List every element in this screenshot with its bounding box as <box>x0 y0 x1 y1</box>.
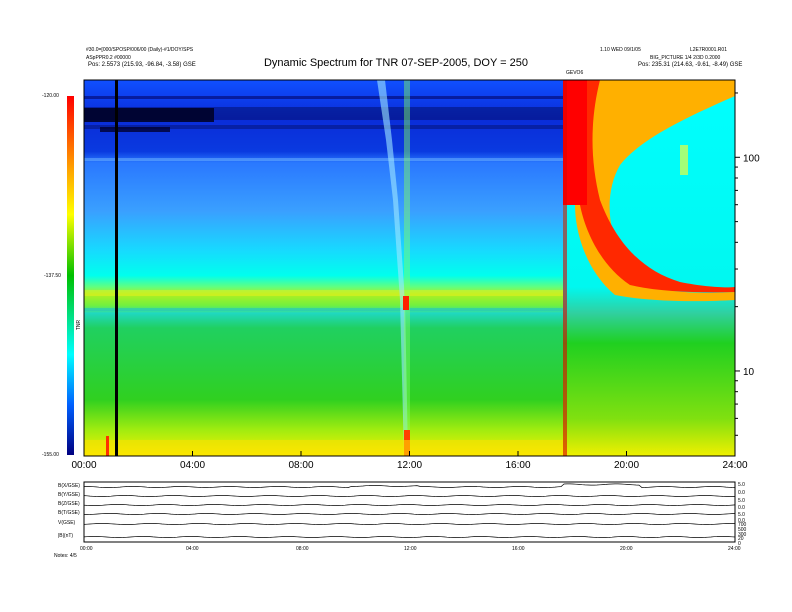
x-tick-label: 24:00 <box>722 460 747 471</box>
mag-trace <box>83 536 736 538</box>
y-axis-right: 100 10 <box>735 92 760 436</box>
mag-x-label: 08:00 <box>296 546 309 552</box>
mag-right-label: 0.0 <box>738 505 745 511</box>
mag-x-label: 24:00 <box>728 546 741 552</box>
x-axis: 00:00 04:00 08:00 12:00 16:00 20:00 24:00 <box>71 451 748 471</box>
mag-row-label: B(Z/GSE) <box>58 501 80 507</box>
mag-row-label: B(Y/GSE) <box>58 492 80 498</box>
mag-x-label: 00:00 <box>80 546 93 552</box>
header-info-right-3: BIG_PICTURE 1/4 2/3D 0.2000 <box>650 55 721 61</box>
mag-trace <box>84 483 736 488</box>
x-tick-label: 20:00 <box>614 460 639 471</box>
mag-right-label: 5.0 <box>738 498 745 504</box>
mag-row-label: B(X/GSE) <box>58 483 80 489</box>
mag-x-label: 12:00 <box>404 546 417 552</box>
mag-right-label: 5.0 <box>738 482 745 488</box>
mag-x-label: 04:00 <box>186 546 199 552</box>
colorbar <box>67 96 74 455</box>
mag-trace <box>84 513 736 515</box>
mag-right-label: 300 <box>738 532 747 538</box>
header-info-right-1: 1.10 WED 09/1/05 <box>600 47 641 53</box>
header-info-right-2: L2E7R0001.R01 <box>690 47 727 53</box>
mag-right-label: 0 <box>738 541 741 547</box>
colorbar-label-bottom: -155.00 <box>42 452 59 458</box>
mag-right-label: 700 <box>738 522 747 528</box>
mag-right-label: 0.0 <box>738 518 745 524</box>
header-info-left-2: ASpPPR0.2 #00000 <box>86 55 131 61</box>
x-tick-label: 00:00 <box>71 460 96 471</box>
mag-row-label: B(T/GSE) <box>58 510 80 516</box>
header-info-left-1: #30.0=[000/SPOSP/006/00 (Daily)-#1/DOY/S… <box>86 47 194 53</box>
mag-x-label: 16:00 <box>512 546 525 552</box>
mag-right-label: 20 <box>738 536 744 542</box>
x-tick-label: 12:00 <box>397 460 422 471</box>
header-position-left: Pos: 2.5573 (215.93, -96.84, -3.58) GSE <box>88 62 196 68</box>
mag-row-label: V(GSE) <box>58 520 76 526</box>
header-position-right: Pos: 235.31 (214.63, -9.61, -8.49) GSE <box>638 62 743 68</box>
spectrum-plot-area <box>84 80 735 456</box>
x-tick-label: 08:00 <box>288 460 313 471</box>
x-tick-label: 16:00 <box>505 460 530 471</box>
y-tick-label: 100 <box>743 153 760 164</box>
mag-row-label: |B|(nT) <box>58 533 74 539</box>
colorbar-label-mid: -137.50 <box>44 273 61 279</box>
event-label: GEVO6 <box>566 70 584 76</box>
mag-trace <box>83 504 736 506</box>
mag-trace <box>83 523 736 525</box>
mag-traces <box>83 483 736 538</box>
mag-right-label: 5.0 <box>738 512 745 518</box>
mag-panel-frame <box>83 481 736 543</box>
mag-x-label: 20:00 <box>620 546 633 552</box>
x-tick-label: 04:00 <box>180 460 205 471</box>
chart-title: Dynamic Spectrum for TNR 07-SEP-2005, DO… <box>263 57 528 69</box>
y-tick-label: 10 <box>743 367 755 378</box>
mag-right-label: 500 <box>738 527 747 533</box>
mag-trace <box>83 495 736 497</box>
mag-right-label: 0.0 <box>738 490 745 496</box>
colorbar-label-top: -120.00 <box>42 93 59 99</box>
footnote: Notes: 4/5 <box>54 553 77 559</box>
data-gap-line <box>115 80 118 456</box>
